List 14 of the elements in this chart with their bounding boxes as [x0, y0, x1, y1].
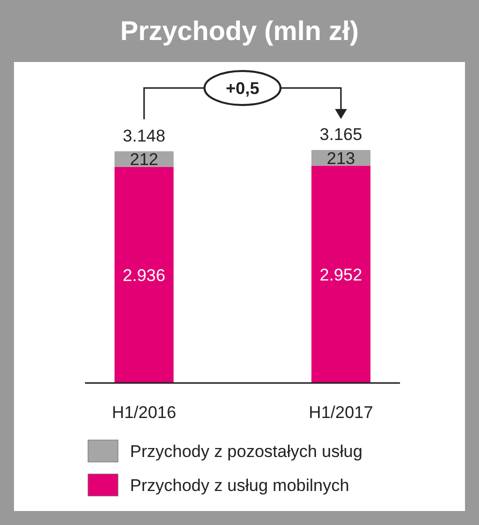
- total-label: 3.148: [122, 126, 166, 146]
- legend-label: Przychody z pozostałych usług: [130, 442, 362, 461]
- legend-label: Przychody z usług mobilnych: [130, 476, 350, 495]
- data-label: 2.936: [122, 266, 166, 285]
- x-tick-label: H1/2016: [112, 403, 176, 422]
- bar: [311, 166, 370, 383]
- total-label: 3.165: [320, 125, 362, 144]
- text: +0,5: [226, 78, 260, 98]
- bar: [114, 166, 174, 383]
- data-label: 2.952: [320, 265, 362, 284]
- data-label: 212: [130, 150, 158, 170]
- x-tick-label: H1/2017: [308, 403, 374, 422]
- data-label: 213: [326, 148, 356, 168]
- chart-title: Przychody (mln zł): [120, 16, 359, 46]
